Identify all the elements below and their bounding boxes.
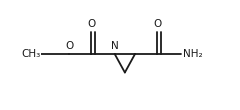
Text: N: N — [111, 41, 119, 51]
Text: O: O — [65, 41, 73, 51]
Text: CH₃: CH₃ — [21, 49, 40, 59]
Text: NH₂: NH₂ — [182, 49, 202, 59]
Text: NH₂: NH₂ — [182, 49, 202, 59]
Text: O: O — [65, 41, 73, 51]
Text: O: O — [153, 19, 162, 29]
Text: O: O — [153, 19, 162, 29]
Text: CH₃: CH₃ — [21, 49, 40, 59]
Text: N: N — [111, 41, 119, 51]
Text: O: O — [87, 19, 96, 29]
Text: O: O — [87, 19, 96, 29]
